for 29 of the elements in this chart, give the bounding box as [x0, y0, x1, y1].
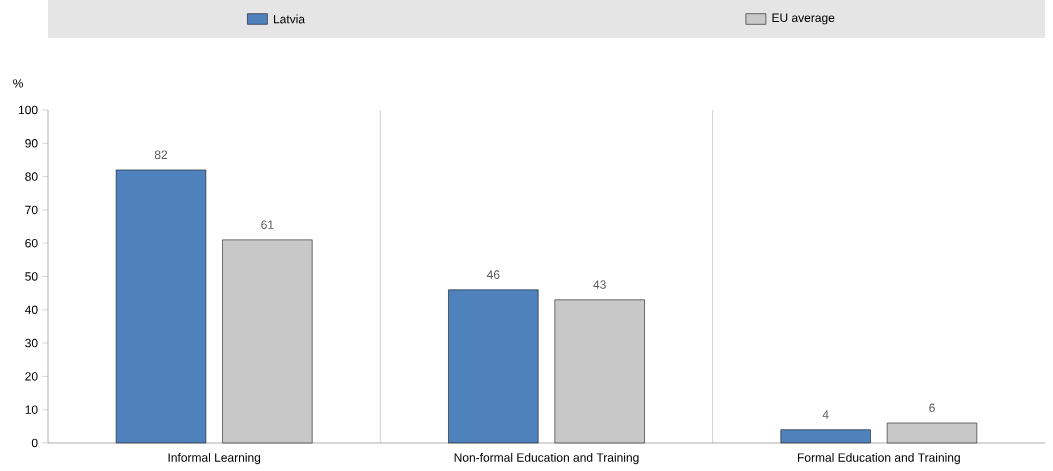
data-label: 46	[486, 270, 500, 279]
data-label: 82	[154, 150, 168, 160]
y-tick-label: 70	[25, 205, 38, 215]
y-tick-label: 90	[25, 139, 38, 148]
bar	[554, 299, 645, 444]
x-tick-label: Informal Learning	[168, 452, 261, 465]
legend-label: Latvia	[273, 14, 306, 24]
y-tick-label: 80	[25, 172, 38, 181]
y-tick-label: 30	[25, 338, 38, 348]
y-tick-label: 40	[24, 305, 38, 315]
data-label: 43	[593, 280, 606, 289]
y-tick-label: 10	[25, 405, 38, 414]
y-tick-label: 0	[31, 438, 38, 448]
y-tick-label: 60	[25, 238, 38, 248]
y-tick-label: 50	[25, 272, 38, 281]
bar	[886, 422, 978, 444]
y-axis-title: %	[13, 79, 24, 88]
data-label: 61	[261, 220, 274, 229]
bar	[115, 169, 207, 444]
x-tick-label: Non-formal Education and Training	[454, 452, 639, 465]
legend-label: EU average	[772, 13, 835, 25]
x-tick-label: Formal Education and Training	[797, 452, 960, 465]
bar	[448, 289, 539, 444]
bar	[222, 239, 313, 444]
y-tick-label: 100	[18, 105, 38, 115]
y-tick-label: 20	[25, 372, 38, 381]
bar	[780, 429, 871, 444]
data-label: 6	[929, 403, 935, 413]
data-label: 4	[822, 410, 829, 419]
